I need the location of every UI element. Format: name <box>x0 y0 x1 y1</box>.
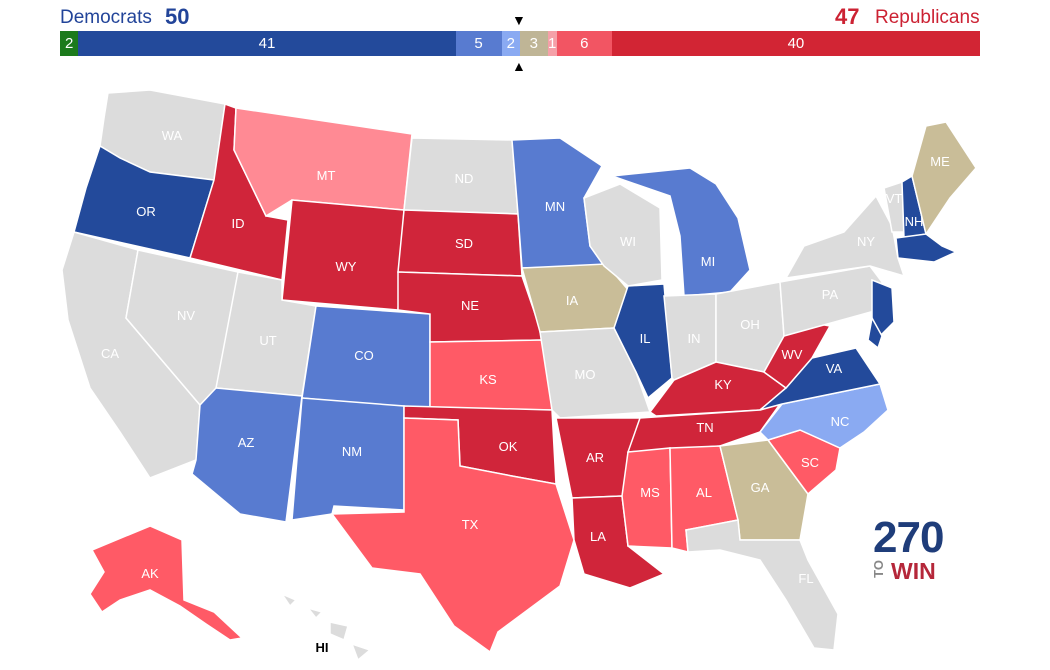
label-me: ME <box>930 154 950 169</box>
label-ky: KY <box>714 377 732 392</box>
label-wv: WV <box>782 347 803 362</box>
label-in: IN <box>688 331 701 346</box>
state-mt[interactable] <box>233 107 413 218</box>
state-il[interactable] <box>613 283 673 400</box>
democrats-total: 50 <box>165 4 190 29</box>
bar-segment-safe-dem[interactable]: 41 <box>78 31 456 56</box>
label-tn: TN <box>696 420 713 435</box>
label-mn: MN <box>545 199 565 214</box>
label-oh: OH <box>740 317 760 332</box>
label-ks: KS <box>479 372 497 387</box>
label-nv: NV <box>177 308 195 323</box>
state-ny[interactable] <box>784 194 906 279</box>
label-mi: MI <box>701 254 715 269</box>
state-nj[interactable] <box>871 278 895 338</box>
label-nd: ND <box>455 171 474 186</box>
state-ma[interactable] <box>895 233 958 263</box>
label-wa: WA <box>162 128 183 143</box>
bar-segment-safe-rep[interactable]: 40 <box>611 31 980 56</box>
democrats-label: Democrats <box>60 7 152 28</box>
label-sd: SD <box>455 236 473 251</box>
label-nm: NM <box>342 444 362 459</box>
label-il: IL <box>640 331 651 346</box>
label-wi: WI <box>620 234 636 249</box>
label-tx: TX <box>462 517 479 532</box>
state-ak[interactable] <box>89 525 244 641</box>
bar-segment-tossup[interactable]: 3 <box>519 31 548 56</box>
label-ut: UT <box>259 333 276 348</box>
republicans-label: Republicans <box>875 7 980 28</box>
bar-segment-likely-dem[interactable]: 5 <box>455 31 502 56</box>
seat-balance-bar: 2 41 5 2 3 1 6 40 <box>60 31 980 56</box>
bar-segment-lean-dem[interactable]: 2 <box>501 31 520 56</box>
label-hi: HI <box>316 640 329 655</box>
state-wi[interactable] <box>583 183 663 287</box>
logo-270: 270 <box>873 513 944 562</box>
label-ar: AR <box>586 450 604 465</box>
label-la: LA <box>590 529 606 544</box>
label-ak: AK <box>141 566 159 581</box>
state-tx[interactable] <box>330 417 575 654</box>
label-pa: PA <box>822 287 839 302</box>
label-ne: NE <box>461 298 479 313</box>
label-al: AL <box>696 485 712 500</box>
label-id: ID <box>232 216 245 231</box>
state-de[interactable] <box>867 315 883 350</box>
label-fl: FL <box>798 571 813 586</box>
label-co: CO <box>354 348 374 363</box>
label-ms: MS <box>640 485 660 500</box>
state-fl[interactable] <box>685 519 839 651</box>
label-ga: GA <box>751 480 770 495</box>
label-mo: MO <box>575 367 596 382</box>
state-hi[interactable] <box>279 592 372 662</box>
state-ms[interactable] <box>621 447 673 549</box>
majority-marker-bottom-icon: ▲ <box>512 58 526 74</box>
label-ia: IA <box>566 293 579 308</box>
majority-marker-top-icon: ▼ <box>512 12 526 28</box>
label-nc: NC <box>831 414 850 429</box>
label-vt: VT <box>886 191 903 206</box>
state-az[interactable] <box>191 387 303 523</box>
label-wy: WY <box>336 259 357 274</box>
state-wy[interactable] <box>281 199 405 311</box>
state-mi[interactable] <box>611 167 751 297</box>
bar-segment-lean-rep[interactable]: 1 <box>547 31 557 56</box>
label-az: AZ <box>238 435 255 450</box>
label-mt: MT <box>317 168 336 183</box>
bar-segment-likely-rep[interactable]: 6 <box>556 31 612 56</box>
label-or: OR <box>136 204 156 219</box>
balance-of-power-header: Democrats 50 47 Republicans <box>0 0 1050 30</box>
logo-to: TO <box>871 560 886 578</box>
bar-segment-other[interactable]: 2 <box>60 31 79 56</box>
label-ca: CA <box>101 346 119 361</box>
state-nm[interactable] <box>291 397 405 521</box>
logo-win: WIN <box>891 558 936 584</box>
label-ny: NY <box>857 234 875 249</box>
label-sc: SC <box>801 455 819 470</box>
republicans-total: 47 <box>835 4 860 29</box>
label-nh: NH <box>905 214 924 229</box>
label-ok: OK <box>499 439 518 454</box>
label-va: VA <box>826 361 843 376</box>
